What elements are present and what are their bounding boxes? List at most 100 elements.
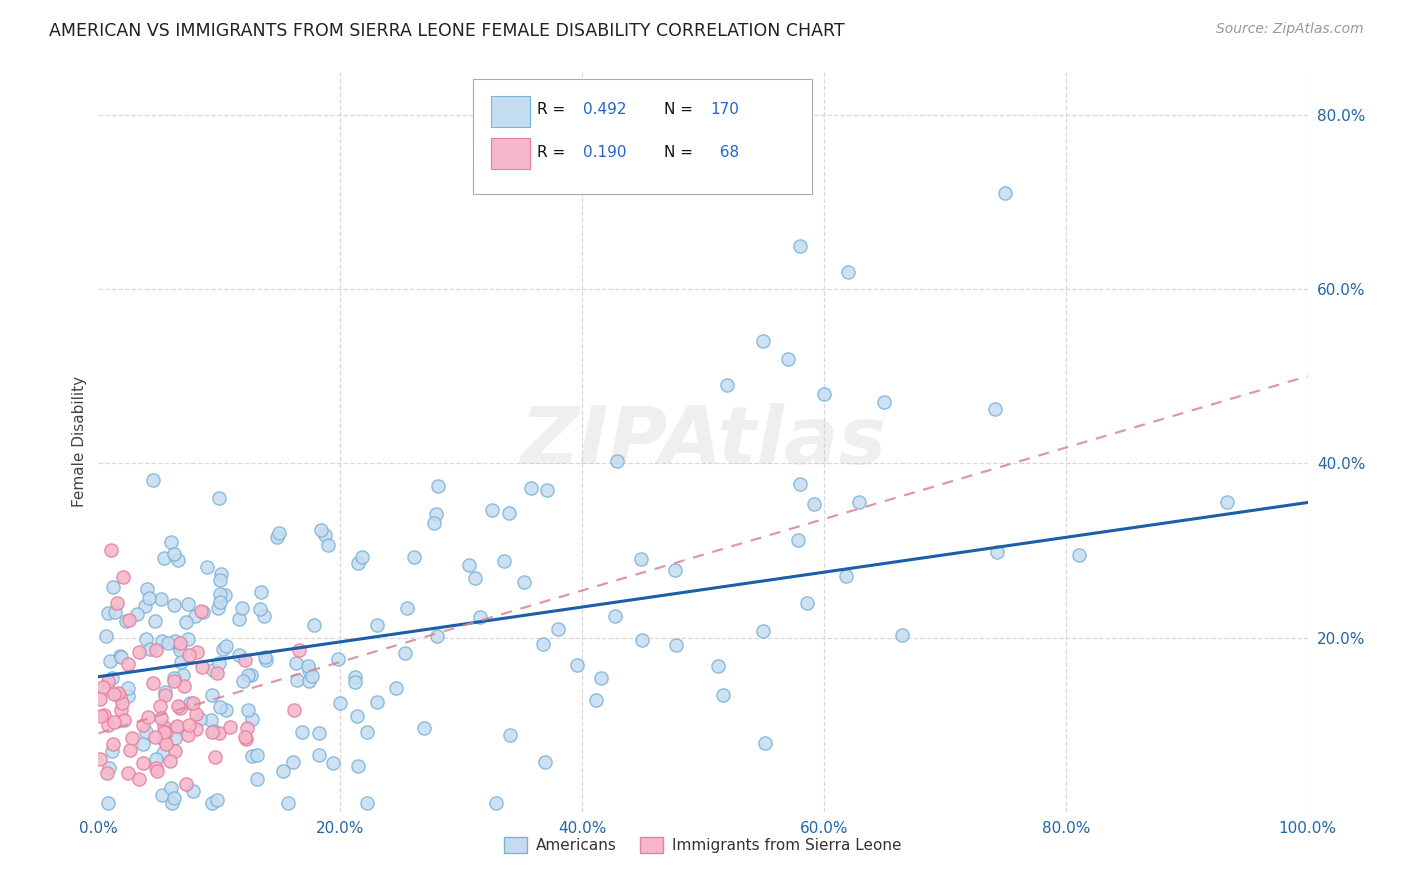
Point: [302, 617, 325, 632]
Point: [97, 682, 120, 697]
Point: [169, 642, 191, 657]
Point: [181, 696, 204, 710]
Point: [531, 637, 554, 651]
Point: [346, 759, 368, 773]
Point: [205, 793, 228, 807]
Point: [231, 601, 253, 615]
Point: [346, 708, 368, 723]
Point: [751, 624, 773, 638]
Point: [394, 646, 416, 660]
Point: [96, 766, 118, 780]
Point: [150, 788, 173, 802]
Point: [110, 649, 132, 664]
Point: [752, 334, 775, 349]
Point: [239, 667, 262, 681]
Point: [103, 715, 125, 730]
Point: [481, 503, 503, 517]
Point: [97, 796, 120, 810]
Point: [789, 238, 811, 252]
Point: [984, 401, 1007, 416]
FancyBboxPatch shape: [474, 78, 811, 194]
Point: [150, 711, 173, 725]
Point: [631, 632, 654, 647]
Point: [145, 614, 167, 628]
Point: [591, 671, 613, 685]
Point: [128, 772, 150, 786]
Point: [179, 718, 201, 732]
Point: [498, 506, 520, 520]
Point: [343, 669, 366, 683]
Point: [356, 796, 378, 810]
Point: [242, 712, 264, 726]
Point: [155, 737, 177, 751]
Point: [713, 689, 735, 703]
Point: [135, 724, 157, 739]
Point: [166, 721, 188, 735]
Point: [179, 648, 201, 663]
Point: [117, 689, 139, 703]
Point: [534, 755, 557, 769]
Point: [135, 632, 157, 647]
Point: [425, 507, 447, 521]
Point: [232, 674, 254, 689]
Point: [97, 607, 120, 621]
Point: [153, 721, 176, 735]
Point: [145, 752, 167, 766]
Point: [298, 674, 321, 689]
Point: [159, 755, 181, 769]
Point: [167, 699, 190, 714]
Point: [139, 642, 162, 657]
Point: [163, 671, 186, 685]
Point: [308, 726, 330, 740]
Point: [803, 496, 825, 510]
Point: [834, 569, 856, 583]
Point: [890, 628, 912, 642]
Point: [191, 605, 214, 619]
Point: [344, 674, 367, 689]
Point: [143, 730, 166, 744]
Point: [547, 623, 569, 637]
Point: [219, 720, 242, 734]
Point: [228, 648, 250, 662]
Text: N =: N =: [664, 102, 699, 117]
Point: [228, 611, 250, 625]
Point: [169, 700, 191, 714]
Point: [160, 796, 183, 810]
Point: [100, 654, 122, 668]
Point: [190, 603, 212, 617]
Text: R =: R =: [537, 145, 571, 160]
Point: [314, 527, 336, 541]
Point: [285, 656, 308, 670]
Point: [136, 710, 159, 724]
Point: [152, 550, 174, 565]
Point: [150, 634, 173, 648]
Point: [266, 530, 288, 544]
Point: [111, 569, 134, 583]
Point: [236, 668, 259, 682]
Point: [153, 733, 176, 747]
Point: [142, 675, 165, 690]
Point: [236, 721, 259, 735]
Point: [112, 713, 135, 727]
Point: [160, 781, 183, 796]
Point: [208, 656, 231, 670]
Point: [184, 608, 207, 623]
Point: [873, 395, 896, 409]
Point: [132, 737, 155, 751]
Point: [423, 516, 446, 530]
Point: [165, 744, 187, 758]
Point: [117, 681, 139, 695]
Point: [288, 643, 311, 657]
Point: [212, 642, 235, 657]
Point: [134, 599, 156, 614]
Point: [464, 571, 486, 585]
Text: 68: 68: [710, 145, 740, 160]
Point: [470, 610, 492, 624]
Point: [153, 724, 176, 739]
Point: [177, 728, 200, 742]
Point: [214, 588, 236, 602]
Point: [246, 747, 269, 762]
Point: [100, 744, 122, 758]
Point: [426, 629, 449, 643]
Point: [298, 663, 321, 677]
